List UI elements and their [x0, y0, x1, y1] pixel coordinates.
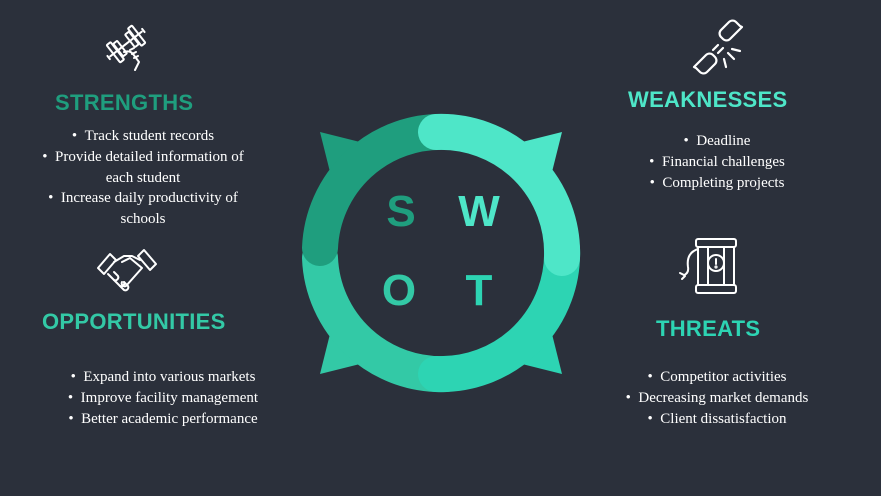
weaknesses-title: WEAKNESSES — [628, 87, 788, 112]
strengths-list: Track student records Provide detailed i… — [28, 126, 258, 230]
list-item: Financial challenges — [612, 152, 822, 173]
dumbbell-hand-icon — [96, 16, 156, 74]
list-item: Better academic performance — [48, 409, 278, 430]
threats-list: Competitor activities Decreasing market … — [612, 367, 822, 429]
opportunities-list: Expand into various markets Improve faci… — [48, 367, 278, 429]
swot-letter-o: O — [382, 266, 416, 315]
handshake-icon — [96, 244, 158, 298]
opportunities-title: OPPORTUNITIES — [42, 309, 226, 334]
list-item: Deadline — [612, 131, 822, 152]
list-item: Provide detailed information of each stu… — [28, 147, 258, 189]
list-item: Track student records — [28, 126, 258, 147]
list-item: Increase daily productivity of schools — [28, 188, 258, 230]
list-item: Expand into various markets — [48, 367, 278, 388]
swot-letter-w: W — [458, 187, 500, 236]
list-item: Client dissatisfaction — [612, 409, 822, 430]
list-item: Decreasing market demands — [612, 388, 822, 409]
weaknesses-list: Deadline Financial challenges Completing… — [612, 131, 822, 193]
swot-wheel: S W O T — [302, 113, 581, 393]
list-item: Improve facility management — [48, 388, 278, 409]
weaknesses-ring-segment — [418, 113, 581, 276]
swot-letter-s: S — [386, 187, 415, 236]
broken-chain-icon — [688, 17, 748, 77]
swot-letter-t: T — [466, 266, 493, 315]
strengths-title: STRENGTHS — [55, 90, 194, 115]
dynamite-bomb-icon — [678, 229, 744, 299]
list-item: Completing projects — [612, 173, 822, 194]
list-item: Competitor activities — [612, 367, 822, 388]
threats-title: THREATS — [656, 316, 761, 341]
